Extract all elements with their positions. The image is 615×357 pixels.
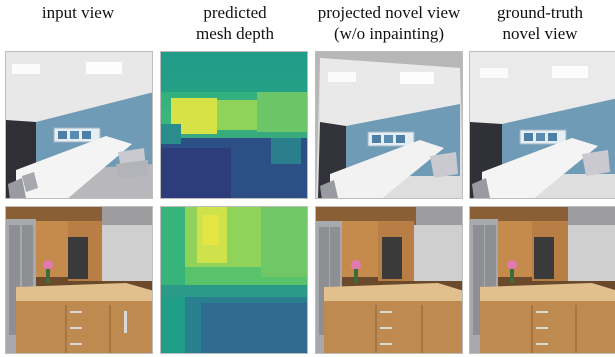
row2-ground-truth-image [469,206,615,354]
row2-mesh-depth-image [160,206,308,354]
header-input-view: input view [3,2,153,23]
header-mesh-depth-line1: predicted [203,3,267,22]
header-ground-truth: ground-truth novel view [465,2,615,44]
row1-ground-truth-image [469,51,615,199]
header-ground-truth-line1: ground-truth [497,3,583,22]
header-predicted-mesh-depth: predicted mesh depth [160,2,310,44]
header-projected-line2: (w/o inpainting) [333,24,444,43]
header-mesh-depth-line2: mesh depth [196,24,274,43]
header-ground-truth-line2: novel view [502,24,578,43]
row1-input-view-image [5,51,153,199]
row1-projected-novel-view-image [315,51,463,199]
header-projected-novel-view: projected novel view (w/o inpainting) [305,2,473,44]
row2-input-view-image [5,206,153,354]
row1-mesh-depth-image [160,51,308,199]
header-input-view-line1: input view [41,3,115,22]
row2-projected-novel-view-image [315,206,463,354]
header-projected-line1: projected novel view [317,3,461,22]
